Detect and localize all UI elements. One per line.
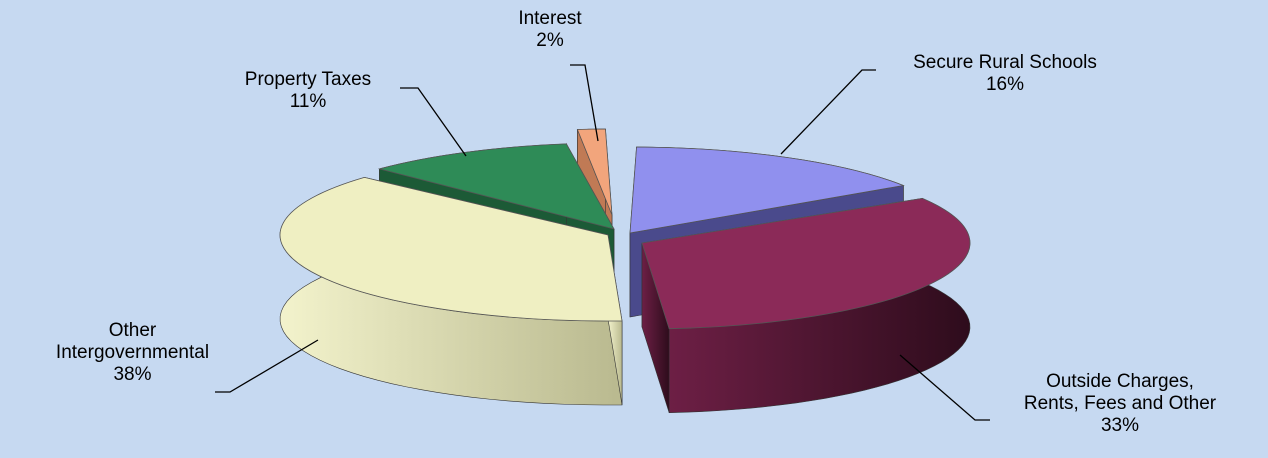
label-interest: Interest 2% — [495, 8, 605, 52]
slice-2 — [279, 176, 623, 406]
label-secure-rural-schools: Secure Rural Schools 16% — [870, 52, 1140, 96]
pie-slices — [279, 128, 971, 414]
slice-top-4 — [576, 128, 613, 216]
leader-line-property — [400, 87, 467, 157]
label-other-intergovernmental: Other Intergovernmental 38% — [25, 320, 240, 386]
label-outside-charges: Outside Charges, Rents, Fees and Other 3… — [985, 371, 1255, 437]
label-interest-pct: 2% — [536, 30, 564, 51]
label-outside-name-2: Rents, Fees and Other — [1023, 393, 1217, 414]
label-outside-name-1: Outside Charges, — [1046, 371, 1194, 392]
slice-1 — [641, 197, 971, 414]
leader-line-outside — [899, 354, 990, 421]
label-other-name-1: Other — [108, 320, 157, 341]
leader-lines — [215, 64, 990, 421]
leader-line-interest — [570, 64, 599, 142]
slice-top-0 — [629, 146, 905, 234]
slice-top-3 — [377, 143, 615, 230]
label-interest-name: Interest — [518, 8, 582, 29]
leader-line-secure — [780, 69, 876, 155]
leader-line-other — [215, 339, 319, 393]
label-secure-name: Secure Rural Schools — [913, 52, 1097, 73]
slice-top-2 — [279, 176, 623, 322]
label-secure-pct: 16% — [985, 74, 1025, 95]
label-property-pct: 11% — [289, 91, 327, 112]
label-outside-pct: 33% — [1100, 415, 1140, 436]
label-other-name-2: Intergovernmental — [55, 342, 210, 363]
label-other-pct: 38% — [113, 364, 152, 385]
slice-top-1 — [641, 197, 971, 330]
label-property-taxes: Property Taxes 11% — [208, 69, 408, 113]
label-property-name: Property Taxes — [244, 69, 372, 90]
